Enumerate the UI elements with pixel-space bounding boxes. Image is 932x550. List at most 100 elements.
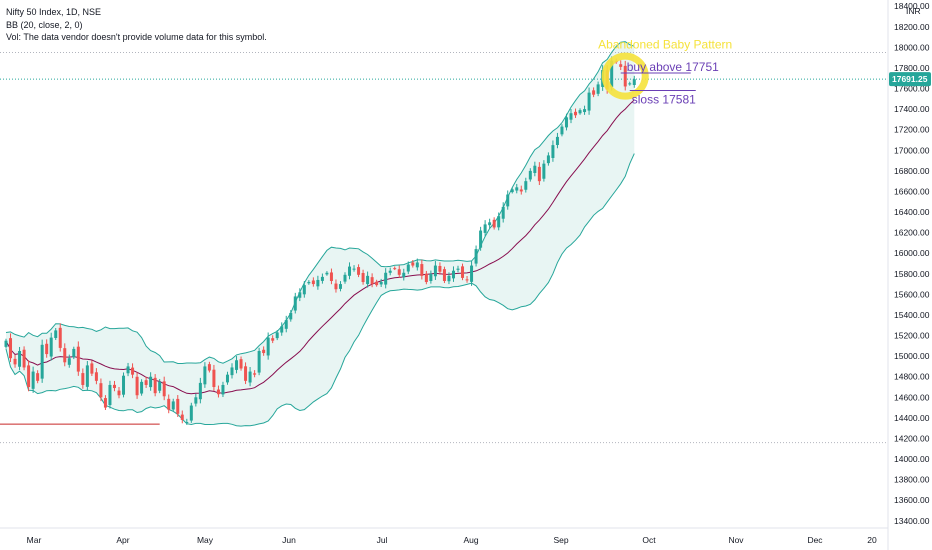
candle[interactable] (564, 113, 568, 131)
candle[interactable] (497, 212, 501, 231)
candle[interactable] (27, 360, 31, 392)
candle[interactable] (501, 202, 505, 223)
candle[interactable] (185, 418, 189, 425)
candle[interactable] (262, 346, 266, 356)
candle[interactable] (569, 109, 573, 124)
buy-label[interactable]: buy above 17751 (627, 60, 719, 74)
candle[interactable] (36, 370, 40, 384)
candle[interactable] (623, 60, 627, 91)
indicator-label[interactable]: BB (20, close, 2, 0) (6, 19, 83, 30)
candle[interactable] (117, 386, 121, 399)
candle[interactable] (216, 385, 220, 398)
candle[interactable] (587, 87, 591, 115)
candle[interactable] (307, 280, 311, 285)
candle[interactable] (122, 372, 126, 398)
sloss-label[interactable]: sloss 17581 (632, 92, 696, 106)
candle[interactable] (551, 140, 555, 162)
candle[interactable] (361, 269, 365, 285)
lower-band-line[interactable] (5, 153, 635, 427)
candle[interactable] (515, 183, 519, 194)
candle[interactable] (22, 346, 26, 371)
candle[interactable] (72, 346, 76, 360)
candle[interactable] (81, 368, 85, 389)
candle[interactable] (203, 362, 207, 388)
candle[interactable] (4, 338, 8, 349)
candle[interactable] (144, 376, 148, 388)
candle[interactable] (248, 367, 252, 387)
candle[interactable] (325, 271, 329, 276)
candle[interactable] (429, 270, 433, 284)
candle[interactable] (632, 75, 636, 88)
candle[interactable] (479, 226, 483, 251)
candle[interactable] (492, 217, 496, 230)
candle[interactable] (18, 346, 22, 371)
candle[interactable] (131, 363, 135, 379)
candle[interactable] (483, 220, 487, 237)
candle[interactable] (311, 277, 315, 287)
candle[interactable] (474, 245, 478, 267)
candle[interactable] (198, 377, 202, 404)
candle[interactable] (375, 279, 379, 287)
candle[interactable] (357, 264, 361, 278)
candle[interactable] (352, 265, 356, 272)
candle[interactable] (388, 267, 392, 276)
candle[interactable] (411, 260, 415, 268)
candle[interactable] (266, 332, 270, 360)
candle[interactable] (384, 268, 388, 289)
price-badge[interactable] (889, 72, 931, 87)
candle[interactable] (560, 124, 564, 137)
candle[interactable] (506, 190, 510, 210)
candle[interactable] (293, 292, 297, 314)
candle[interactable] (140, 379, 144, 396)
candle[interactable] (103, 395, 107, 411)
candle[interactable] (574, 108, 578, 118)
candle[interactable] (253, 370, 257, 378)
candle[interactable] (40, 339, 44, 383)
candle[interactable] (135, 372, 139, 399)
candle[interactable] (180, 410, 184, 424)
candle[interactable] (592, 87, 596, 98)
candle[interactable] (402, 268, 406, 281)
candle[interactable] (451, 266, 455, 282)
candle[interactable] (406, 261, 410, 275)
candle[interactable] (239, 356, 243, 371)
candle[interactable] (225, 371, 229, 385)
candle[interactable] (284, 315, 288, 333)
upper-band-line[interactable] (5, 41, 635, 364)
candle[interactable] (171, 398, 175, 412)
candle[interactable] (334, 279, 338, 293)
candle[interactable] (189, 402, 193, 423)
candle[interactable] (94, 368, 98, 385)
candle[interactable] (235, 356, 239, 374)
candle[interactable] (158, 378, 162, 394)
candle[interactable] (433, 261, 437, 280)
candle[interactable] (348, 262, 352, 280)
candle[interactable] (153, 374, 157, 397)
candle[interactable] (49, 332, 53, 361)
candle[interactable] (447, 272, 451, 285)
candle[interactable] (149, 372, 153, 391)
candle[interactable] (257, 347, 261, 376)
candle[interactable] (230, 363, 234, 379)
highlight-circle[interactable] (601, 52, 649, 100)
candle[interactable] (167, 394, 171, 414)
candle[interactable] (379, 278, 383, 287)
candle[interactable] (533, 161, 537, 177)
candle[interactable] (302, 281, 306, 298)
candle[interactable] (99, 378, 103, 402)
candle[interactable] (470, 260, 474, 286)
candle[interactable] (415, 258, 419, 271)
candle[interactable] (438, 262, 442, 275)
candle[interactable] (366, 271, 370, 288)
symbol-title[interactable]: Nifty 50 Index, 1D, NSE (6, 7, 102, 17)
candle[interactable] (343, 272, 347, 284)
candle[interactable] (63, 343, 67, 367)
candle[interactable] (221, 381, 225, 398)
basis-line[interactable] (5, 99, 635, 395)
candle[interactable] (58, 323, 62, 352)
candle[interactable] (370, 273, 374, 288)
pattern-label[interactable]: Abandoned Baby Pattern (598, 37, 732, 51)
candle[interactable] (280, 322, 284, 336)
candle[interactable] (194, 393, 198, 407)
